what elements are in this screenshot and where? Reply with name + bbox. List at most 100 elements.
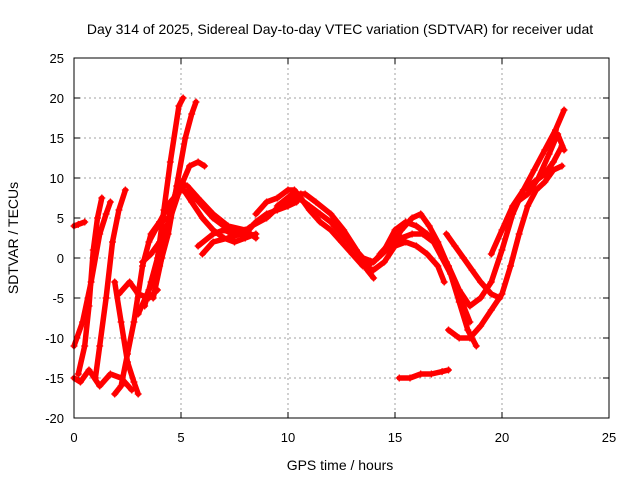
plot-area <box>70 94 568 398</box>
series-line <box>92 187 129 381</box>
grid-lines <box>74 58 609 418</box>
data-point <box>248 222 256 230</box>
x-tick-label: 20 <box>495 430 509 445</box>
data-point <box>273 202 281 210</box>
data-point <box>76 378 84 386</box>
data-point <box>301 190 309 198</box>
series-track-21 <box>376 230 480 350</box>
data-point <box>554 130 562 138</box>
data-point <box>124 358 131 366</box>
data-point <box>419 230 427 238</box>
series-track-22 <box>442 230 504 302</box>
series-track-08 <box>111 278 142 398</box>
data-point <box>534 174 542 182</box>
data-point <box>487 250 495 258</box>
data-point <box>327 210 335 218</box>
data-point <box>192 98 200 106</box>
data-point <box>209 238 217 246</box>
y-tick-label: 20 <box>50 91 64 106</box>
series-track-04 <box>74 194 106 378</box>
data-point <box>487 290 495 298</box>
data-point <box>519 186 527 194</box>
y-tick-label: -10 <box>45 331 64 346</box>
data-point <box>430 238 438 246</box>
data-point <box>147 278 155 286</box>
data-point <box>312 198 320 206</box>
data-point <box>134 310 142 318</box>
data-point <box>532 186 540 194</box>
data-point <box>513 198 521 206</box>
data-point <box>338 238 345 246</box>
data-point <box>179 94 187 102</box>
data-point <box>141 302 149 310</box>
chart-title: Day 314 of 2025, Sidereal Day-to-day VTE… <box>87 21 593 37</box>
data-point <box>117 382 125 390</box>
data-point <box>81 342 89 350</box>
data-point <box>188 198 196 206</box>
data-point <box>130 378 138 386</box>
data-point <box>412 222 420 230</box>
data-point <box>186 162 194 170</box>
data-point <box>147 250 155 258</box>
data-point <box>445 326 452 334</box>
data-point <box>408 230 416 238</box>
data-point <box>134 390 142 398</box>
data-point <box>455 334 463 342</box>
data-point <box>166 206 174 214</box>
data-point <box>498 246 506 254</box>
data-point <box>201 162 209 170</box>
data-point <box>477 294 485 302</box>
data-point <box>96 342 104 350</box>
data-point <box>472 342 480 350</box>
data-point <box>477 278 485 286</box>
data-point <box>224 234 232 242</box>
y-axis-label: SDTVAR / TECUs <box>5 182 21 294</box>
data-point <box>507 262 515 270</box>
series-line <box>150 179 259 301</box>
data-point <box>487 306 495 314</box>
series-track-10 <box>141 94 187 310</box>
data-point <box>560 106 568 114</box>
data-point <box>438 368 446 376</box>
data-point <box>477 322 485 330</box>
data-point <box>106 370 114 378</box>
data-point <box>106 198 114 206</box>
data-point <box>425 222 433 230</box>
data-point <box>464 326 472 334</box>
data-point <box>417 210 425 218</box>
data-point <box>209 210 217 218</box>
data-point <box>402 238 410 246</box>
data-point <box>316 210 324 218</box>
data-point <box>130 318 138 326</box>
data-point <box>502 222 510 230</box>
data-point <box>327 218 335 226</box>
data-point <box>198 250 206 258</box>
data-point <box>451 242 459 250</box>
series-line <box>139 159 208 265</box>
data-point <box>316 218 324 226</box>
x-tick-label: 15 <box>388 430 402 445</box>
series-line <box>503 131 567 229</box>
data-point <box>340 226 348 234</box>
data-point <box>541 146 549 154</box>
data-point <box>541 178 549 186</box>
data-point <box>138 258 146 266</box>
data-point <box>209 230 217 238</box>
data-point <box>498 226 506 234</box>
data-point <box>74 370 82 378</box>
series-track-26 <box>395 366 452 382</box>
series-line <box>285 107 567 309</box>
data-point <box>305 202 313 210</box>
data-point <box>115 206 123 214</box>
data-point <box>94 214 102 222</box>
data-point <box>447 270 455 278</box>
data-point <box>397 226 405 234</box>
data-point <box>427 370 435 378</box>
data-point <box>370 266 378 274</box>
data-point <box>81 218 89 226</box>
series-track-05 <box>91 186 129 382</box>
x-tick-label: 5 <box>177 430 184 445</box>
data-point <box>558 162 566 170</box>
data-point <box>224 222 232 230</box>
data-point <box>442 230 450 238</box>
